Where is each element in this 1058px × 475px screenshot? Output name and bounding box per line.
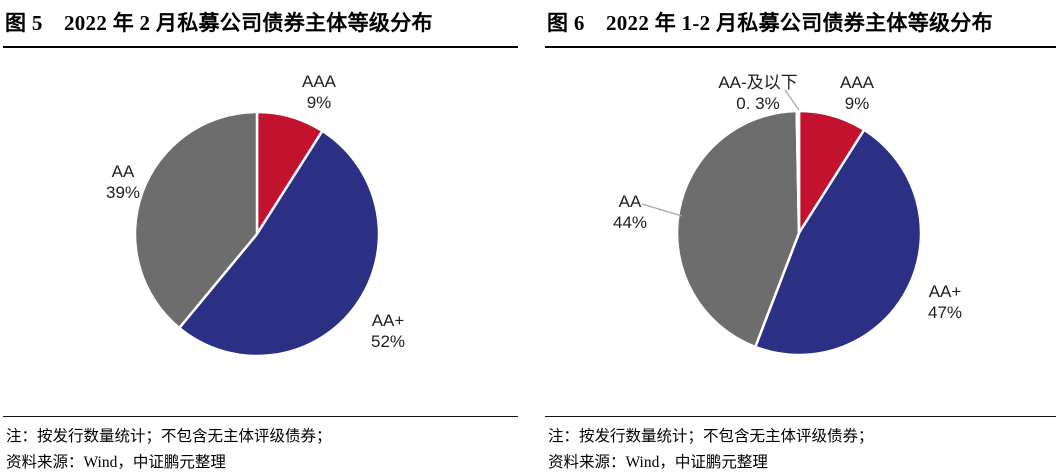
slice-label-AA-及以下: AA-及以下 (718, 73, 797, 92)
figure-6-panel: 图 6 2022 年 1-2 月私募公司债券主体等级分布 AAA 9% AA+ 47%… (545, 0, 1056, 475)
slice-label-AA+: AA+ (929, 282, 962, 301)
figure-6-note-rule (545, 416, 1056, 417)
figure-5-panel: 图 5 2022 年 2 月私募公司债券主体等级分布 AAA 9% AA+ 52% AA… (3, 0, 518, 475)
chart-note: 注：按发行数量统计；不包含无主体评级债券； (548, 428, 874, 445)
chart-note: 注：按发行数量统计；不包含无主体评级债券； (6, 428, 332, 445)
pie-slice-AA (675, 109, 801, 349)
pie-slice-AA (133, 110, 259, 330)
slice-value-AA+: 47% (928, 303, 962, 322)
slice-label-AAA: AAA (302, 72, 337, 91)
slice-label-AA+: AA+ (372, 311, 405, 330)
figure-6-notes: 注：按发行数量统计；不包含无主体评级债券； 资料来源：Wind，中证鹏元整理 (548, 424, 1056, 475)
leader-line-AA-及以下 (784, 89, 800, 111)
leader-line-AA (641, 203, 683, 217)
slice-label-AA: AA (112, 162, 135, 181)
figure-6-title: 图 6 2022 年 1-2 月私募公司债券主体等级分布 (547, 11, 993, 35)
slice-value-AAA: 9% (845, 94, 870, 113)
slice-label-AA: AA (619, 192, 642, 211)
pie-slice-AA+ (177, 129, 381, 358)
slice-value-AA: 44% (613, 213, 647, 232)
figure-5-note-rule (3, 416, 518, 417)
figure-5-pie-chart: AAA 9% AA+ 52% AA 39% (106, 72, 405, 358)
chart-source: 资料来源：Wind，中证鹏元整理 (6, 454, 226, 471)
slice-value-AAA: 9% (307, 93, 332, 112)
slice-value-AA-及以下: 0. 3% (736, 94, 779, 113)
slice-label-AAA: AAA (840, 73, 875, 92)
figure-6-pie-chart: AAA 9% AA+ 47% AA 44% AA-及以下 0. 3% (613, 73, 962, 357)
pie-slice-AA-及以下 (795, 109, 801, 235)
slice-value-AA+: 52% (371, 332, 405, 351)
figure-6-title-rule (545, 46, 1056, 48)
figure-5-title: 图 5 2022 年 2 月私募公司债券主体等级分布 (5, 11, 433, 35)
pie-slice-AA+ (754, 128, 923, 357)
figure-5-title-rule (3, 46, 518, 48)
chart-source: 资料来源：Wind，中证鹏元整理 (548, 454, 768, 471)
slice-value-AA: 39% (106, 183, 140, 202)
figure-5-notes: 注：按发行数量统计；不包含无主体评级债券； 资料来源：Wind，中证鹏元整理 (6, 424, 518, 475)
